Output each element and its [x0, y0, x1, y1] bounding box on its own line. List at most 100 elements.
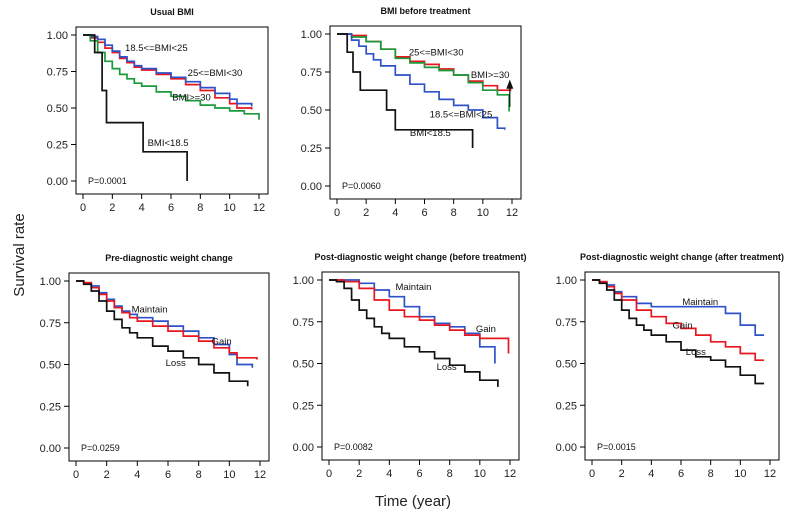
y-tick-label: 0.50	[40, 360, 61, 372]
curve-label: 25<=BMI<30	[188, 68, 243, 79]
x-tick-label: 2	[356, 468, 362, 480]
x-tick-label: 2	[363, 207, 369, 219]
y-tick-label: 1.00	[556, 275, 577, 287]
curve-label: Loss	[437, 362, 457, 373]
x-tick-label: 0	[80, 202, 86, 214]
x-tick-label: 4	[648, 468, 654, 480]
y-tick-label: 1.00	[301, 29, 322, 41]
y-tick-label: 0.25	[40, 401, 61, 413]
x-tick-label: 10	[224, 202, 236, 214]
y-tick-label: 0.00	[301, 181, 322, 193]
p-value: P=0.0060	[342, 181, 381, 191]
panels-group: Usual BMI 0 2 4 6 8 10 12 0.00 0.25 0.50 0.75 1.00 18…	[40, 6, 784, 481]
y-tick-label: 1.00	[40, 276, 61, 288]
plot-frame	[329, 25, 522, 200]
survival-curve	[337, 33, 474, 148]
survival-curve	[83, 34, 260, 120]
x-tick-label: 6	[165, 469, 171, 481]
curve-label: Gain	[476, 324, 496, 335]
panel-5: Post-diagnostic weight change (after tre…	[556, 252, 784, 480]
plot-frame	[321, 271, 520, 461]
survival-curve	[592, 279, 765, 362]
curve-label: Gain	[672, 320, 692, 331]
x-tick-label: 4	[139, 202, 145, 214]
x-tick-label: 6	[678, 468, 684, 480]
curve-label: Gain	[212, 336, 232, 347]
panel-title: Post-diagnostic weight change (before tr…	[314, 252, 526, 262]
panel-title: BMI before treatment	[380, 6, 470, 16]
x-tick-label: 10	[474, 468, 486, 480]
curve-label: BMI>=30	[172, 93, 211, 104]
y-tick-label: 0.00	[40, 443, 61, 455]
x-tick-label: 10	[477, 207, 489, 219]
curve-label: Maintain	[682, 297, 718, 308]
curve-label: 25<=BMI<30	[409, 47, 464, 58]
y-tick-label: 0.25	[556, 400, 577, 412]
survival-curve	[337, 33, 506, 130]
y-axis-label: Survival rate	[11, 213, 28, 296]
curve-label: 18.5<=BMI<25	[125, 43, 188, 54]
y-tick-label: 0.50	[556, 359, 577, 371]
p-value: P=0.0259	[81, 443, 120, 453]
y-tick-label: 0.75	[47, 67, 68, 79]
curve-label: Loss	[166, 358, 186, 369]
x-tick-label: 8	[447, 468, 453, 480]
x-tick-label: 0	[326, 468, 332, 480]
plot-frame	[584, 271, 780, 461]
panel-4: Post-diagnostic weight change (before tr…	[293, 252, 527, 480]
x-tick-label: 4	[392, 207, 398, 219]
p-value: P=0.0082	[334, 442, 373, 452]
x-tick-label: 0	[334, 207, 340, 219]
plot-frame	[68, 272, 270, 462]
survival-curve	[83, 34, 188, 181]
y-tick-label: 0.50	[47, 103, 68, 115]
panel-1: Usual BMI 0 2 4 6 8 10 12 0.00 0.25 0.50 0.75 1.00 18…	[47, 7, 269, 214]
x-tick-label: 0	[589, 468, 595, 480]
x-tick-label: 8	[708, 468, 714, 480]
panel-title: Pre-diagnostic weight change	[105, 253, 233, 263]
plot-frame	[75, 26, 269, 195]
y-tick-label: 0.00	[293, 442, 314, 454]
curve-label: BMI>=30	[471, 70, 510, 81]
curve-label: BMI<18.5	[148, 138, 189, 149]
x-tick-label: 2	[109, 202, 115, 214]
x-tick-label: 12	[253, 202, 265, 214]
y-tick-label: 0.75	[40, 318, 61, 330]
y-tick-label: 0.75	[301, 67, 322, 79]
panel-3: Pre-diagnostic weight change 0 2 4 6 8 10 12 0.0…	[40, 253, 270, 481]
x-axis-label: Time (year)	[375, 493, 451, 510]
x-tick-label: 6	[168, 202, 174, 214]
y-tick-label: 1.00	[293, 275, 314, 287]
y-tick-label: 0.25	[47, 140, 68, 152]
survival-curve	[76, 280, 258, 360]
y-tick-label: 0.75	[556, 317, 577, 329]
curve-label: Maintain	[132, 305, 168, 316]
x-tick-label: 10	[734, 468, 746, 480]
x-tick-label: 4	[386, 468, 392, 480]
curve-label: BMI<18.5	[410, 128, 451, 139]
y-tick-label: 0.25	[301, 143, 322, 155]
y-tick-label: 0.50	[301, 105, 322, 117]
x-tick-label: 8	[196, 469, 202, 481]
panel-2: BMI before treatment 0 2 4 6 8 10 12 0.00 0.25 0.5…	[301, 6, 522, 219]
x-tick-label: 8	[197, 202, 203, 214]
pointer-arrowhead	[506, 79, 514, 89]
y-tick-label: 0.25	[293, 400, 314, 412]
y-tick-label: 1.00	[47, 30, 68, 42]
x-tick-label: 12	[506, 207, 518, 219]
x-tick-label: 12	[764, 468, 776, 480]
x-tick-label: 0	[73, 469, 79, 481]
survival-curve	[329, 279, 510, 354]
x-tick-label: 12	[254, 469, 266, 481]
survival-curve	[329, 279, 499, 387]
survival-curve	[76, 280, 249, 387]
y-tick-label: 0.00	[47, 176, 68, 188]
panel-title: Post-diagnostic weight change (after tre…	[580, 252, 784, 262]
y-tick-label: 0.75	[293, 317, 314, 329]
survival-curve	[337, 33, 510, 112]
x-tick-label: 6	[416, 468, 422, 480]
x-tick-label: 2	[104, 469, 110, 481]
y-tick-label: 0.00	[556, 442, 577, 454]
p-value: P=0.0015	[597, 442, 636, 452]
